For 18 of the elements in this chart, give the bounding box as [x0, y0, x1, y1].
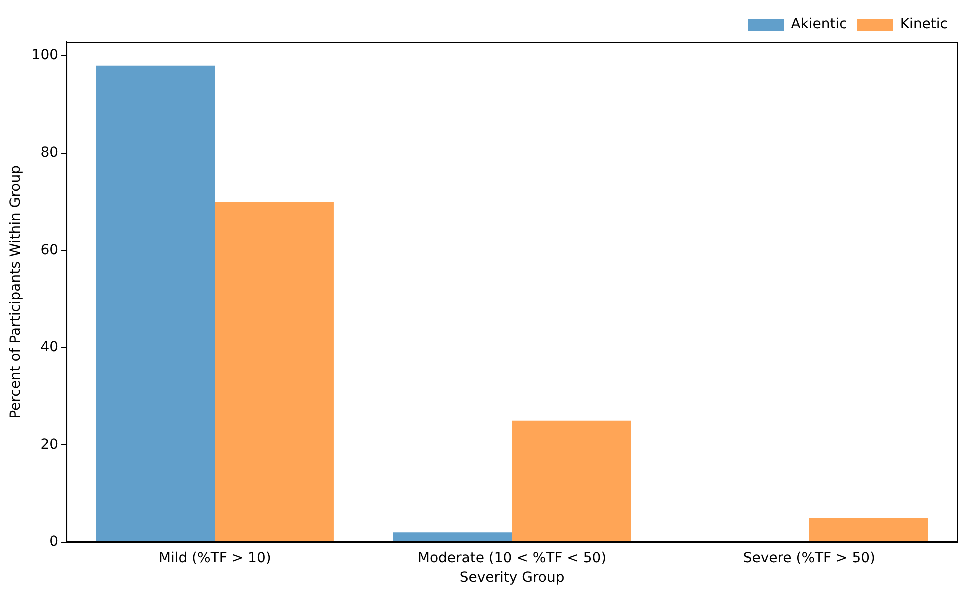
x-tick-label: Severe (%TF > 50) — [743, 550, 876, 566]
y-axis-title: Percent of Participants Within Group — [8, 165, 24, 419]
y-tick-label: 0 — [50, 534, 59, 550]
y-tick-label: 100 — [32, 48, 59, 64]
x-tick-label: Mild (%TF > 10) — [158, 550, 272, 566]
x-axis-title: Severity Group — [460, 570, 565, 586]
legend-label: Kinetic — [900, 16, 948, 33]
y-tick-label: 20 — [40, 436, 59, 453]
bar — [96, 66, 216, 542]
y-tick-label: 40 — [40, 340, 59, 356]
y-tick-label: 60 — [40, 242, 59, 258]
bar — [512, 420, 632, 542]
bar — [809, 518, 928, 542]
bar — [215, 202, 334, 542]
y-tick-label: 80 — [40, 145, 59, 162]
legend-label: Akientic — [791, 16, 848, 33]
x-tick-label: Moderate (10 < %TF < 50) — [418, 550, 607, 566]
bar — [393, 532, 512, 542]
